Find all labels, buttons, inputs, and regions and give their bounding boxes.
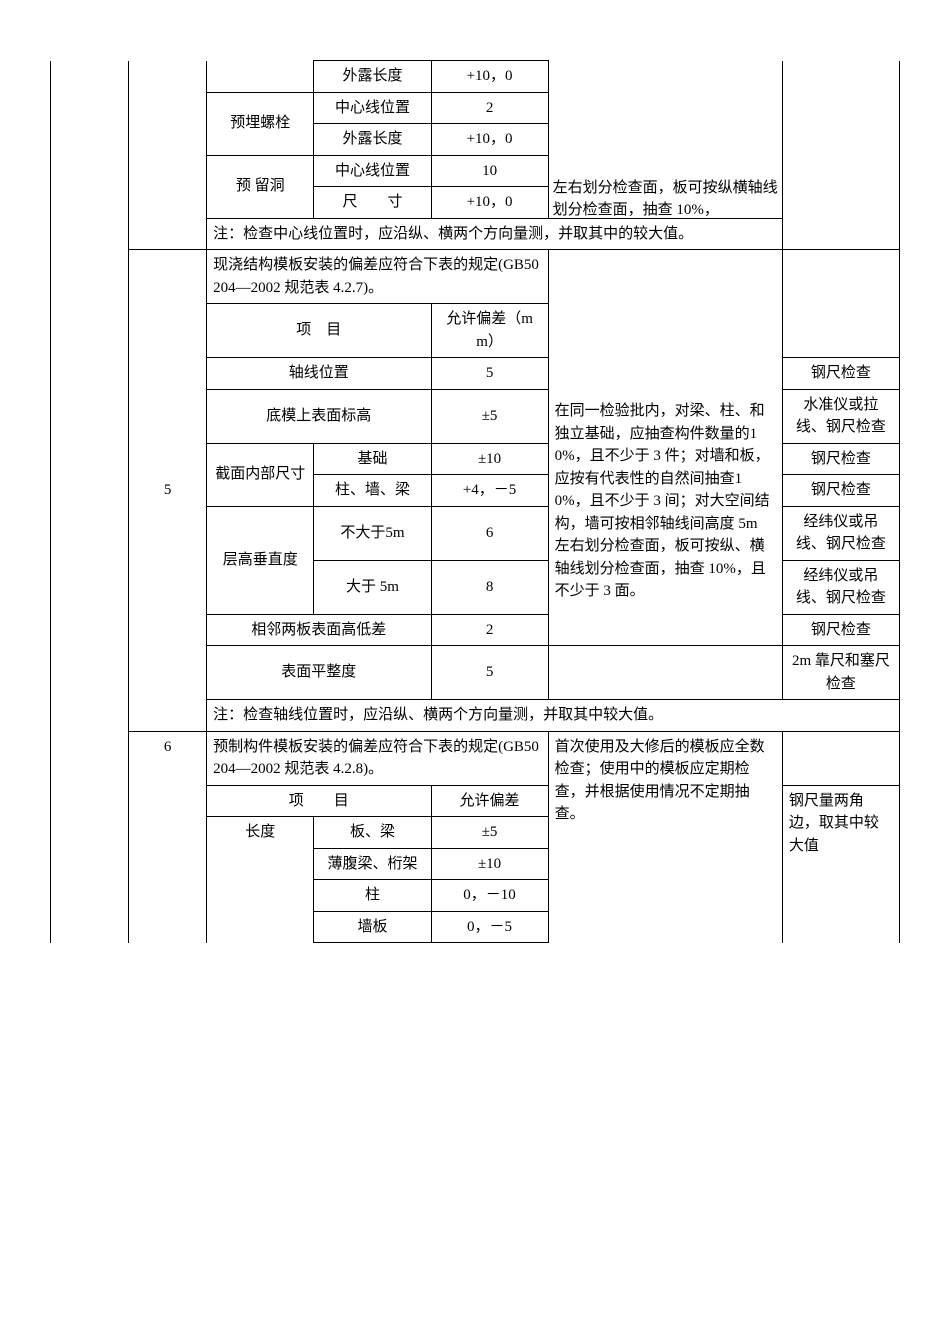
cell-item: 中心线位置 bbox=[314, 92, 431, 124]
cell-tol: +10，0 bbox=[431, 124, 548, 156]
cell-inspection-top bbox=[548, 250, 782, 358]
cell-header-item: 项 目 bbox=[207, 785, 431, 817]
cell-item: 大于 5m bbox=[314, 560, 431, 614]
page-table: 外露长度 +10，0 左右划分检查面，板可按纵横轴线划分检查面，抽查 10%， … bbox=[50, 60, 900, 943]
cell-method: 钢尺检查 bbox=[782, 358, 899, 390]
cell-item: 柱、墙、梁 bbox=[314, 475, 431, 507]
col-blank-1 bbox=[51, 250, 129, 732]
cell-inspection-1: 左右划分检查面，板可按纵横轴线划分检查面，抽查 10%， bbox=[548, 61, 782, 219]
cell-tol: ±10 bbox=[431, 443, 548, 475]
cell-intro: 预制构件模板安装的偏差应符合下表的规定(GB50204—2002 规范表 4.2… bbox=[207, 731, 549, 785]
cell-intro: 现浇结构模板安装的偏差应符合下表的规定(GB50204—2002 规范表 4.2… bbox=[207, 250, 549, 304]
cell-method: 水准仪或拉线、钢尺检查 bbox=[782, 389, 899, 443]
cell-item: 外露长度 bbox=[314, 61, 431, 93]
cell-item: 相邻两板表面高低差 bbox=[207, 614, 431, 646]
cell-note: 注：检查中心线位置时，应沿纵、横两个方向量测，并取其中的较大值。 bbox=[207, 218, 783, 250]
col-blank-2 bbox=[129, 61, 207, 250]
cell-item: 基础 bbox=[314, 443, 431, 475]
cell-tol: 10 bbox=[431, 155, 548, 187]
cell-tol: 6 bbox=[431, 506, 548, 560]
cell-item: 板、梁 bbox=[314, 817, 431, 849]
cell-tol: 2 bbox=[431, 614, 548, 646]
cell-tol: 2 bbox=[431, 92, 548, 124]
cell-item: 表面平整度 bbox=[207, 646, 431, 700]
cell-item: 底模上表面标高 bbox=[207, 389, 431, 443]
cell-inspection-blank bbox=[548, 646, 782, 700]
row-outer-len: 外露长度 +10，0 左右划分检查面，板可按纵横轴线划分检查面，抽查 10%， bbox=[51, 61, 900, 93]
cell-method-blank bbox=[782, 731, 899, 785]
cell-method: 钢尺检查 bbox=[782, 475, 899, 507]
cell-method: 钢尺检查 bbox=[782, 443, 899, 475]
cell-tol: 5 bbox=[431, 358, 548, 390]
cell-tol: +10，0 bbox=[431, 187, 548, 219]
cell-method: 经纬仪或吊线、钢尺检查 bbox=[782, 560, 899, 614]
cell-item: 尺 寸 bbox=[314, 187, 431, 219]
cell-inspection-5: 在同一检验批内，对梁、柱、和独立基础，应抽查构件数量的10%，且不少于 3 件；… bbox=[548, 358, 782, 646]
cell-method-blank bbox=[782, 250, 899, 358]
cell-item: 轴线位置 bbox=[207, 358, 431, 390]
col-blank-1 bbox=[51, 731, 129, 943]
cell-method: 2m 靠尺和塞尺检查 bbox=[782, 646, 899, 700]
cell-method-blank-1 bbox=[782, 61, 899, 250]
row-5-intro: 5 现浇结构模板安装的偏差应符合下表的规定(GB50204—2002 规范表 4… bbox=[51, 250, 900, 304]
cell-tol: +4，－5 bbox=[431, 475, 548, 507]
cell-tol: +10，0 bbox=[431, 61, 548, 93]
cell-note: 注：检查轴线位置时，应沿纵、横两个方向量测，并取其中较大值。 bbox=[207, 700, 900, 732]
cell-header-tol: 允许偏差 bbox=[431, 785, 548, 817]
cell-tol: ±10 bbox=[431, 848, 548, 880]
cell-group: 预埋螺栓 bbox=[207, 92, 314, 155]
cell-method: 钢尺检查 bbox=[782, 614, 899, 646]
cell-item: 中心线位置 bbox=[314, 155, 431, 187]
cell-group: 截面内部尺寸 bbox=[207, 443, 314, 506]
cell-group: 预 留洞 bbox=[207, 155, 314, 218]
cell-item: 外露长度 bbox=[314, 124, 431, 156]
cell-header-tol: 允许偏差（mm） bbox=[431, 304, 548, 358]
cell-rowno: 6 bbox=[129, 731, 207, 943]
cell-tol: 8 bbox=[431, 560, 548, 614]
col-blank-1 bbox=[51, 61, 129, 250]
cell-tol: 0，－10 bbox=[431, 880, 548, 912]
cell-tol: 5 bbox=[431, 646, 548, 700]
cell-group: 层高垂直度 bbox=[207, 506, 314, 614]
cell-item: 薄腹梁、桁架 bbox=[314, 848, 431, 880]
cell-tol: ±5 bbox=[431, 389, 548, 443]
cell-header-item: 项 目 bbox=[207, 304, 431, 358]
cell-rowno: 5 bbox=[129, 250, 207, 732]
cell-item: 柱 bbox=[314, 880, 431, 912]
cell-group: 长度 bbox=[207, 817, 314, 943]
cell-group-blank bbox=[207, 61, 314, 93]
spec-table: 外露长度 +10，0 左右划分检查面，板可按纵横轴线划分检查面，抽查 10%， … bbox=[50, 60, 900, 943]
cell-item: 不大于5m bbox=[314, 506, 431, 560]
cell-inspection-6: 首次使用及大修后的模板应全数检查；使用中的模板应定期检查，并根据使用情况不定期抽… bbox=[548, 731, 782, 943]
cell-method-6: 钢尺量两角边，取其中较大值 bbox=[782, 785, 899, 943]
cell-item: 墙板 bbox=[314, 911, 431, 943]
row-6-intro: 6 预制构件模板安装的偏差应符合下表的规定(GB50204—2002 规范表 4… bbox=[51, 731, 900, 785]
cell-method: 经纬仪或吊线、钢尺检查 bbox=[782, 506, 899, 560]
cell-tol: ±5 bbox=[431, 817, 548, 849]
cell-tol: 0，－5 bbox=[431, 911, 548, 943]
